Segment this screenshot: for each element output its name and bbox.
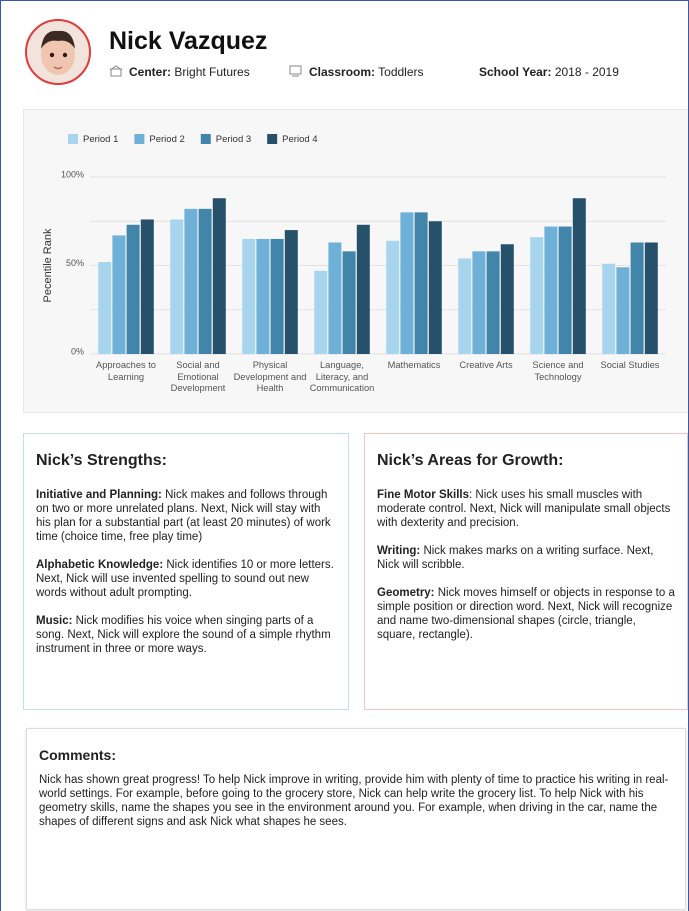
bar xyxy=(631,242,644,354)
bar xyxy=(127,225,140,354)
bar xyxy=(271,239,284,354)
legend-swatch xyxy=(267,134,277,144)
bar xyxy=(199,209,212,354)
bar xyxy=(645,242,658,354)
student-name: Nick Vazquez xyxy=(109,27,267,56)
growth-item: Geometry: Nick moves himself or objects … xyxy=(377,586,675,642)
bar xyxy=(141,219,154,354)
center-label: Center: xyxy=(129,65,171,79)
bar xyxy=(415,212,428,354)
bar xyxy=(616,267,629,354)
x-tick-label: Physical Development and Health xyxy=(233,360,307,395)
growth-item: Writing: Nick makes marks on a writing s… xyxy=(377,544,675,572)
center-info: Center: Bright Futures xyxy=(109,65,250,79)
bar xyxy=(98,262,111,354)
legend-swatch xyxy=(68,134,78,144)
x-tick-label: Language, Literacy, and Communication xyxy=(305,360,379,395)
bar xyxy=(602,264,615,354)
y-tick-label: 0% xyxy=(71,346,84,356)
school-year-value: 2018 - 2019 xyxy=(555,65,619,79)
strength-label: Music: xyxy=(36,615,72,627)
center-value: Bright Futures xyxy=(174,65,249,79)
bar xyxy=(256,239,269,354)
page: Nick Vazquez Center: Bright Futures Clas… xyxy=(0,0,689,911)
bar xyxy=(544,227,557,354)
bar xyxy=(400,212,413,354)
strengths-card: Nick’s Strengths: Initiative and Plannin… xyxy=(23,433,349,710)
bar xyxy=(386,241,399,354)
comments-text: Nick has shown great progress! To help N… xyxy=(39,773,673,829)
growth-title: Nick’s Areas for Growth: xyxy=(377,452,675,470)
bar xyxy=(530,237,543,354)
bar xyxy=(213,198,226,354)
bar xyxy=(112,235,125,354)
bar xyxy=(573,198,586,354)
strength-item: Initiative and Planning: Nick makes and … xyxy=(36,488,336,544)
classroom-info: Classroom: Toddlers xyxy=(289,65,424,79)
x-tick-label: Creative Arts xyxy=(449,360,523,372)
growth-label: Geometry: xyxy=(377,587,435,599)
y-tick-label: 50% xyxy=(66,258,84,268)
avatar xyxy=(25,19,91,85)
growth-label: Writing: xyxy=(377,545,420,557)
school-year-info: School Year: 2018 - 2019 xyxy=(479,65,619,79)
bar xyxy=(184,209,197,354)
strength-item: Music: Nick modifies his voice when sing… xyxy=(36,614,336,656)
legend-label: Period 3 xyxy=(216,134,251,145)
x-tick-label: Mathematics xyxy=(377,360,451,372)
bar xyxy=(559,227,572,354)
bar xyxy=(487,251,500,354)
bar xyxy=(357,225,370,354)
comments-title: Comments: xyxy=(39,747,673,763)
bar xyxy=(314,271,327,354)
legend-swatch xyxy=(134,134,144,144)
bar xyxy=(170,219,183,354)
bar xyxy=(458,258,471,354)
growth-card: Nick’s Areas for Growth: Fine Motor Skil… xyxy=(364,433,688,710)
chart-card: 0% 50% 100% Pecentile Rank Period 1 Period 2 P… xyxy=(23,109,689,413)
strength-label: Initiative and Planning: xyxy=(36,489,162,501)
growth-item: Fine Motor Skills: Nick uses his small m… xyxy=(377,488,675,530)
legend-label: Period 2 xyxy=(149,134,184,145)
bar xyxy=(501,244,514,354)
bar xyxy=(429,221,442,354)
y-tick-label: 100% xyxy=(61,169,84,179)
legend-label: Period 4 xyxy=(282,134,317,145)
y-axis-label: Pecentile Rank xyxy=(42,228,54,302)
legend-label: Period 1 xyxy=(83,134,118,145)
x-tick-label: Science and Technology xyxy=(521,360,595,383)
strengths-title: Nick’s Strengths: xyxy=(36,452,336,470)
classroom-icon xyxy=(289,65,303,77)
bar xyxy=(343,251,356,354)
x-tick-label: Social and Emotional Development xyxy=(161,360,235,395)
classroom-value: Toddlers xyxy=(378,65,423,79)
x-tick-label: Approaches to Learning xyxy=(89,360,163,383)
bar xyxy=(285,230,298,354)
center-icon xyxy=(109,65,123,77)
school-year-label: School Year: xyxy=(479,65,551,79)
growth-label: Fine Motor Skills xyxy=(377,489,469,501)
bar xyxy=(242,239,255,354)
bar xyxy=(328,242,341,354)
classroom-label: Classroom: xyxy=(309,65,375,79)
strength-label: Alphabetic Knowledge: xyxy=(36,559,163,571)
bar xyxy=(472,251,485,354)
comments-card: Comments: Nick has shown great progress!… xyxy=(26,728,686,910)
x-tick-label: Social Studies xyxy=(593,360,667,372)
strength-text: Nick modifies his voice when singing par… xyxy=(36,615,331,655)
legend-swatch xyxy=(201,134,211,144)
strength-item: Alphabetic Knowledge: Nick identifies 10… xyxy=(36,558,336,600)
